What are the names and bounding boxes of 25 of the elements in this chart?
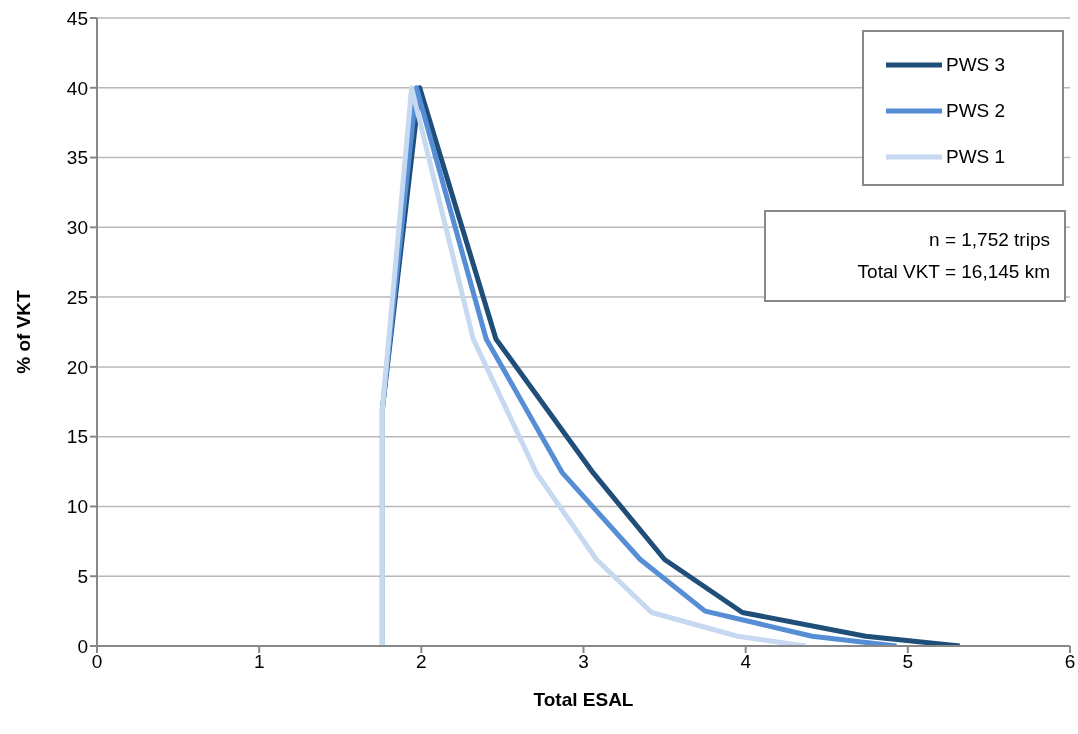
x-tick-label: 4 xyxy=(740,651,752,673)
annotation: n = 1,752 trips xyxy=(928,228,1050,252)
x-tick-label: 6 xyxy=(1064,651,1076,673)
x-axis-title: Total ESAL xyxy=(533,689,634,710)
x-tick-label: 1 xyxy=(253,651,265,673)
y-tick-label: 40 xyxy=(66,77,88,99)
y-tick-label: 15 xyxy=(66,426,88,448)
annotation: Total VKT = 16,145 km xyxy=(856,260,1050,284)
x-tick-label: 3 xyxy=(578,651,589,673)
legend-label: PWS 2 xyxy=(946,100,1006,122)
y-tick-label: 0 xyxy=(77,635,88,657)
legend-label: PWS 3 xyxy=(946,54,1006,76)
y-tick-label: 35 xyxy=(66,147,88,169)
x-tick-label: 5 xyxy=(902,651,914,673)
legend-label: PWS 1 xyxy=(946,146,1006,168)
y-tick-label: 5 xyxy=(77,565,88,587)
note-box: n = 1,752 trips Total VKT = 16,145 km xyxy=(764,210,1066,302)
y-tick-label: 25 xyxy=(66,286,88,308)
y-tick-label: 45 xyxy=(66,7,88,29)
x-tick-label: 0 xyxy=(91,651,103,673)
y-axis-title: % of VKT xyxy=(12,289,34,374)
y-tick-label: 20 xyxy=(66,356,88,378)
y-tick-label: 30 xyxy=(66,217,88,239)
x-tick-label: 2 xyxy=(416,651,427,673)
y-tick-label: 10 xyxy=(66,496,88,518)
